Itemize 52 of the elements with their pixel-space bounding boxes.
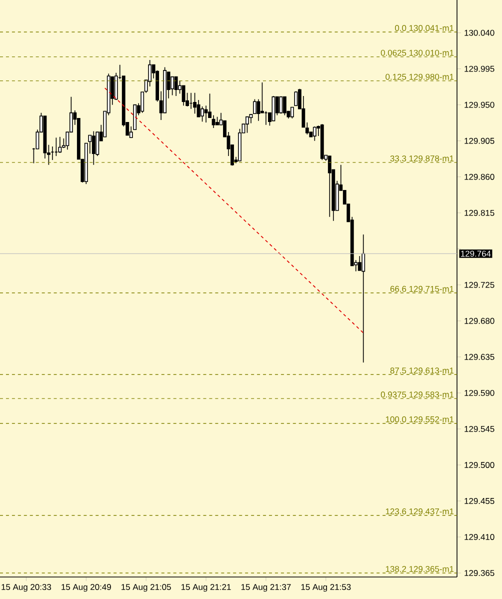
- y-tick-label: 129.365: [464, 570, 494, 576]
- ref-line-label: 66.6 129.715-m1: [390, 286, 454, 292]
- y-tick-label: 129.905: [464, 138, 494, 144]
- x-tick-label: 15 Aug 21:37: [241, 584, 291, 592]
- y-tick-label: 129.950: [464, 102, 494, 108]
- y-tick-label: 129.455: [464, 498, 494, 504]
- candlestick: [253, 98, 256, 114]
- candlestick: [282, 96, 286, 116]
- candlestick: [174, 76, 178, 96]
- y-tick-label: 129.590: [464, 390, 494, 396]
- candlestick: [305, 122, 309, 135]
- y-tick-label: 129.410: [464, 534, 494, 540]
- candlestick: [200, 106, 204, 122]
- ref-line-label: 129.764: [461, 250, 491, 257]
- candlestick: [312, 126, 316, 142]
- y-tick-label: 129.680: [464, 318, 494, 324]
- candlestick: [182, 85, 186, 106]
- ref-line-label: 0.9375 129.583-m1: [380, 392, 454, 398]
- y-tick-label: 129.995: [464, 66, 494, 72]
- ref-line-label: 33.3 129.878-m1: [390, 155, 454, 162]
- candlestick: [140, 92, 144, 114]
- x-tick-label: 15 Aug 21:21: [181, 584, 231, 592]
- ref-line-label: 138.2 129.365-m1: [386, 566, 454, 572]
- y-tick-label: 129.635: [464, 354, 494, 360]
- ref-line-label: 0.0625 130.010-m1: [380, 50, 454, 56]
- candlestick: [58, 136, 62, 154]
- candlestick: [246, 116, 249, 134]
- candlestick: [328, 156, 332, 218]
- candlestick: [204, 105, 208, 123]
- candlestick: [256, 98, 260, 122]
- y-tick-label: 129.545: [464, 426, 494, 432]
- x-tick-label: 15 Aug 21:05: [122, 584, 171, 592]
- candlestick: [279, 96, 283, 114]
- candlestick: [92, 130, 96, 166]
- y-tick-label: 129.815: [464, 210, 494, 216]
- y-tick-label: 130.040: [464, 30, 494, 36]
- ref-line-label: 0.125 129.980-m1: [386, 74, 454, 80]
- x-tick-label: 15 Aug 20:49: [62, 584, 111, 592]
- candlestick: [193, 92, 196, 114]
- candlestick: [290, 106, 294, 119]
- candlestick: [358, 256, 362, 271]
- ref-line-label: 0.0 130.041-m1: [395, 25, 454, 31]
- ref-line-label: 123.6 129.437-m1: [386, 508, 454, 514]
- y-tick-label: 129.500: [464, 462, 494, 468]
- candlestick: [362, 234, 366, 363]
- candlestick: [294, 90, 298, 106]
- x-tick-label: 15 Aug 20:33: [2, 584, 52, 592]
- ref-line-label: 100.0 129.552-m1: [386, 416, 454, 422]
- y-tick-label: 129.725: [464, 282, 494, 288]
- ref-line-label: 87.5 129.613-m1: [390, 368, 454, 374]
- y-tick-label: 129.860: [464, 174, 494, 180]
- x-tick-label: 15 Aug 21:53: [301, 584, 351, 592]
